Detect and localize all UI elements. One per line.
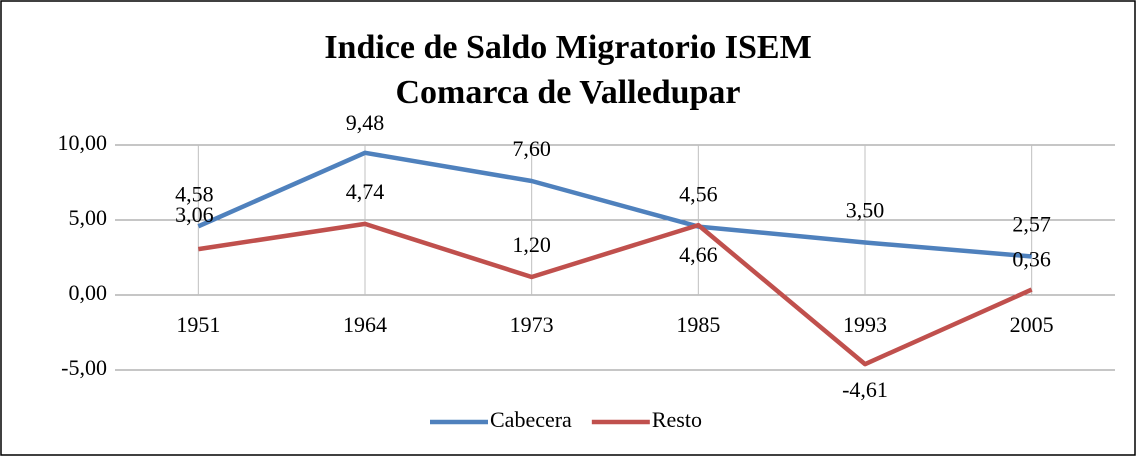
- series-line: [197, 150, 1032, 259]
- data-label: 3,50: [846, 198, 885, 223]
- data-label: 0,36: [1012, 247, 1051, 272]
- x-tick-label: 1973: [510, 312, 554, 337]
- data-label: 4,56: [679, 182, 718, 207]
- data-label: 4,58: [175, 181, 214, 206]
- x-tick-label: 1993: [843, 312, 887, 337]
- x-tick-label: 1951: [176, 312, 220, 337]
- legend-label: Cabecera: [490, 407, 572, 432]
- data-label: 7,60: [512, 136, 551, 161]
- y-tick-label: 5,00: [69, 205, 108, 230]
- data-label: 1,20: [512, 232, 551, 257]
- data-label: 3,06: [175, 202, 214, 227]
- data-label: 9,48: [346, 110, 385, 135]
- data-label: 2,57: [1012, 211, 1051, 236]
- x-tick-label: 1964: [343, 312, 387, 337]
- y-tick-label: -5,00: [61, 355, 107, 380]
- chart-title: Comarca de Valledupar: [395, 74, 740, 111]
- data-label: -4,61: [842, 377, 888, 402]
- y-tick-label: 0,00: [69, 280, 108, 305]
- y-tick-label: 10,00: [58, 130, 108, 155]
- x-tick-label: 1985: [676, 312, 720, 337]
- data-label: 4,66: [679, 242, 718, 267]
- chart-title: Indice de Saldo Migratorio ISEM: [324, 29, 811, 66]
- series-line: [197, 221, 1033, 367]
- data-label: 4,74: [346, 179, 385, 204]
- legend-label: Resto: [652, 407, 702, 432]
- x-tick-label: 2005: [1010, 312, 1054, 337]
